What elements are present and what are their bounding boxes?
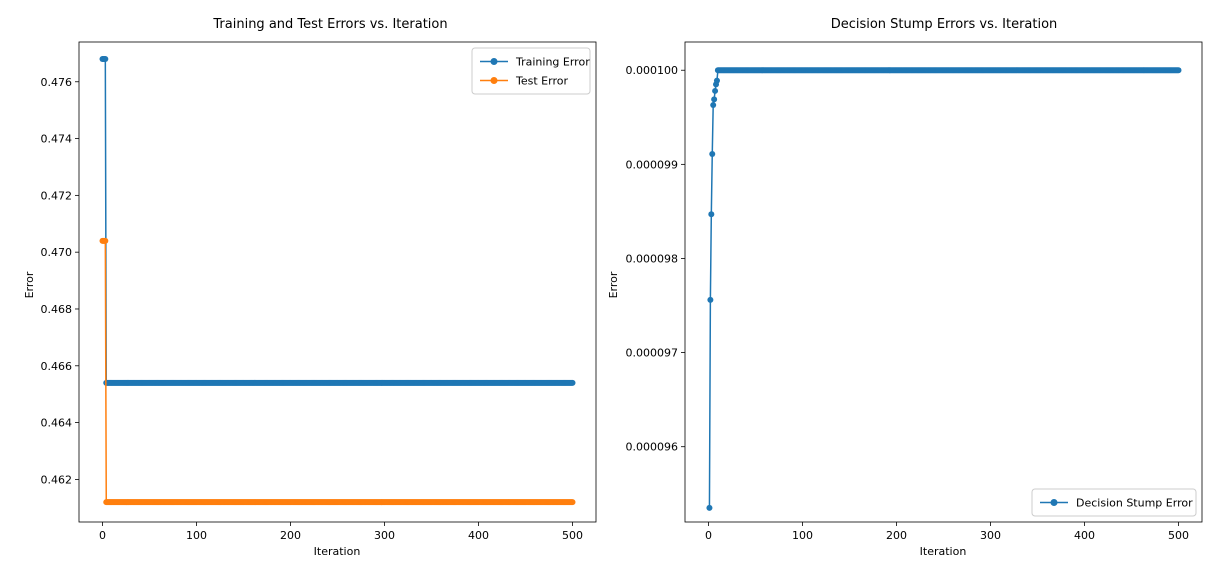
x-tick-label: 500 <box>1168 529 1189 542</box>
chart-training-test-errors: Training and Test Errors vs. Iteration I… <box>23 17 597 558</box>
plot-area <box>706 67 1182 511</box>
x-tick-label: 400 <box>468 529 489 542</box>
y-tick-label: 0.466 <box>41 360 73 373</box>
legend-swatch-marker <box>490 77 498 84</box>
axes-frame <box>684 41 1203 523</box>
data-point <box>569 379 576 386</box>
data-point <box>1175 67 1182 74</box>
x-tick-label: 100 <box>186 529 207 542</box>
legend-swatch-marker <box>1050 499 1058 506</box>
series-line-0 <box>102 58 573 384</box>
data-point <box>102 237 109 244</box>
x-axis-label: Iteration <box>314 545 361 558</box>
chart-title: Decision Stump Errors vs. Iteration <box>831 17 1058 32</box>
y-tick-label: 0.000099 <box>626 158 679 171</box>
axes-frame <box>78 41 597 523</box>
x-tick-label: 400 <box>1074 529 1095 542</box>
data-point <box>712 87 719 94</box>
data-point <box>713 77 720 84</box>
legend: Decision Stump Error <box>1031 488 1197 517</box>
x-tick-label: 300 <box>980 529 1001 542</box>
y-tick-label: 0.474 <box>41 133 73 146</box>
y-tick-label: 0.462 <box>41 473 73 486</box>
chart-title: Training and Test Errors vs. Iteration <box>212 17 447 32</box>
y-tick-label: 0.472 <box>41 189 73 202</box>
x-tick-label: 500 <box>562 529 583 542</box>
data-point <box>708 211 715 218</box>
y-tick-label: 0.464 <box>41 417 73 430</box>
legend-label: Decision Stump Error <box>1076 497 1193 510</box>
y-axis-label: Error <box>23 271 36 298</box>
chart-decision-stump-errors: Decision Stump Errors vs. Iteration Iter… <box>607 17 1203 558</box>
y-tick-label: 0.000096 <box>626 441 679 454</box>
series-line-0 <box>708 69 1179 508</box>
x-tick-label: 200 <box>886 529 907 542</box>
x-tick-label: 0 <box>705 529 712 542</box>
legend-box <box>471 47 591 95</box>
x-tick-label: 300 <box>374 529 395 542</box>
data-point <box>569 499 576 506</box>
x-tick-label: 0 <box>99 529 106 542</box>
legend-label: Test Error <box>515 75 568 88</box>
y-tick-label: 0.000098 <box>626 252 679 265</box>
data-point <box>709 151 716 157</box>
legend-swatch-marker <box>490 58 498 65</box>
legend: Training Error Test Error <box>471 47 591 95</box>
y-tick-label: 0.468 <box>41 303 73 316</box>
data-point <box>711 96 718 103</box>
x-axis-label: Iteration <box>920 545 967 558</box>
y-tick-label: 0.476 <box>41 76 73 89</box>
data-point <box>707 296 714 303</box>
y-tick-label: 0.470 <box>41 246 73 259</box>
series-line-1 <box>102 240 573 503</box>
y-axis-label: Error <box>607 271 620 298</box>
data-point <box>710 102 717 109</box>
plot-area <box>99 56 576 506</box>
legend-box <box>1031 488 1197 517</box>
legend-label: Training Error <box>515 56 590 69</box>
data-point <box>102 56 109 63</box>
y-tick-label: 0.000097 <box>626 347 679 360</box>
data-point <box>706 504 713 511</box>
x-tick-label: 100 <box>792 529 813 542</box>
y-tick-label: 0.000100 <box>626 64 679 77</box>
x-tick-label: 200 <box>280 529 301 542</box>
